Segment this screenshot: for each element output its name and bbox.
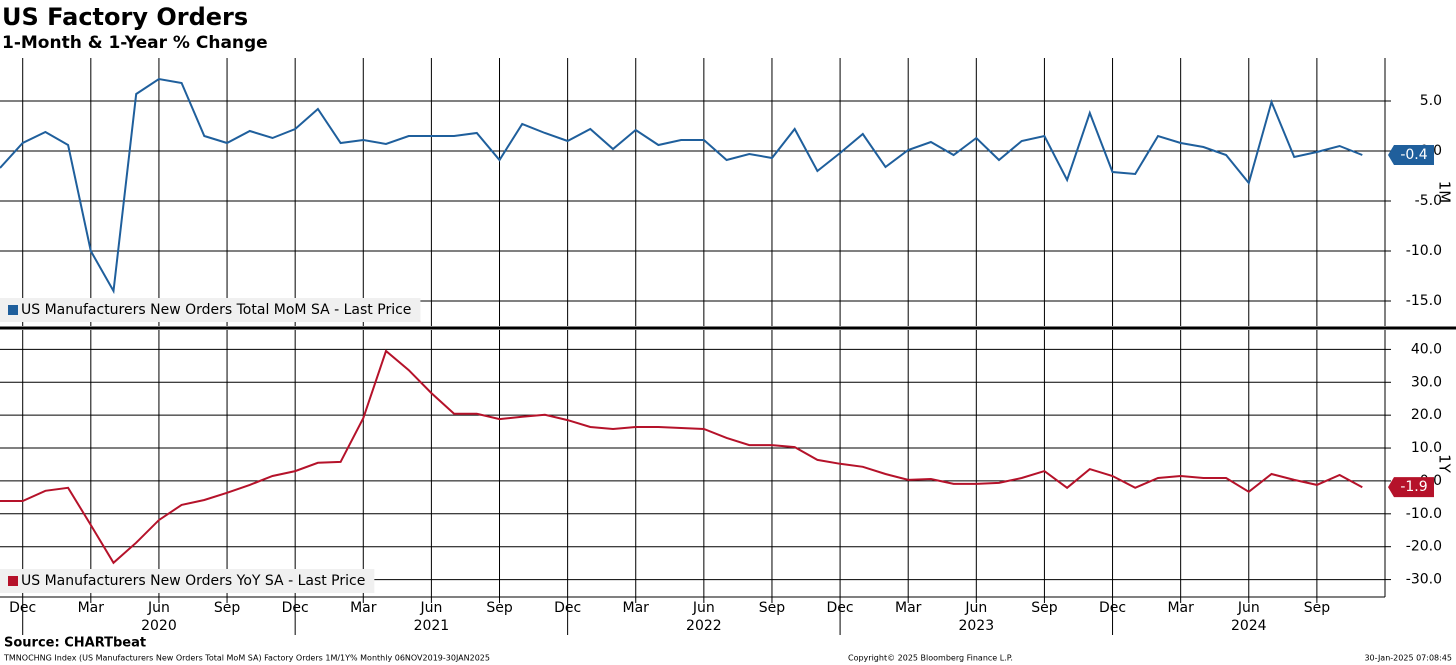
y-tick-label: -5.0 [1415, 193, 1442, 209]
last-value-box [1388, 145, 1434, 165]
legend-background [0, 569, 375, 593]
y-axis-label: 1Y [1436, 454, 1454, 474]
last-value-box [1388, 477, 1434, 498]
x-tick-label: Jun [692, 600, 715, 616]
y-tick-label: -30.0 [1406, 572, 1442, 588]
x-tick-label: Dec [282, 600, 309, 616]
x-tick-label: Jun [419, 600, 442, 616]
footer-left: TMNOCHNG Index (US Manufacturers New Ord… [3, 654, 490, 663]
x-tick-label: Sep [486, 600, 513, 616]
y-tick-label: -15.0 [1406, 293, 1442, 309]
legend-label: US Manufacturers New Orders YoY SA - Las… [21, 573, 365, 589]
legend-label: US Manufacturers New Orders Total MoM SA… [21, 302, 411, 318]
x-tick-label: Sep [759, 600, 786, 616]
x-year-label: 2022 [686, 618, 722, 634]
source: Source: CHARTbeat [4, 636, 146, 651]
footer-mid: Copyright© 2025 Bloomberg Finance L.P. [848, 654, 1013, 663]
y-tick-label: -10.0 [1406, 506, 1442, 522]
x-year-label: 2024 [1231, 618, 1267, 634]
x-tick-label: Mar [1167, 600, 1194, 616]
legend: US Manufacturers New Orders YoY SA - Las… [0, 569, 375, 593]
x-tick-label: Mar [623, 600, 650, 616]
chart-title: US Factory Orders [2, 3, 248, 31]
series-line [0, 349, 1363, 565]
y-tick-label: 5.0 [1420, 93, 1442, 109]
chart-subtitle: 1-Month & 1-Year % Change [2, 33, 268, 53]
x-tick-label: Dec [827, 600, 854, 616]
legend: US Manufacturers New Orders Total MoM SA… [0, 298, 421, 322]
x-tick-label: Jun [964, 600, 987, 616]
x-year-label: 2020 [141, 618, 177, 634]
x-tick-label: Sep [214, 600, 241, 616]
last-value-label: -1.9 [1400, 479, 1427, 495]
x-tick-label: Jun [147, 600, 170, 616]
y-tick-label: -10.0 [1406, 243, 1442, 259]
x-tick-label: Mar [78, 600, 105, 616]
x-tick-label: Mar [350, 600, 377, 616]
x-tick-label: Sep [1031, 600, 1058, 616]
x-tick-label: Dec [9, 600, 36, 616]
x-tick-label: Dec [554, 600, 581, 616]
y-tick-label: 30.0 [1411, 374, 1442, 390]
x-tick-label: Jun [1237, 600, 1260, 616]
y-axis-label: 1M [1436, 181, 1454, 204]
x-year-label: 2023 [958, 618, 994, 634]
y-tick-label: 20.0 [1411, 407, 1442, 423]
footer-right: 30-Jan-2025 07:08:45 [1364, 654, 1452, 663]
y-tick-label: 40.0 [1411, 341, 1442, 357]
legend-swatch [8, 576, 18, 586]
x-year-label: 2021 [414, 618, 450, 634]
x-tick-label: Mar [895, 600, 922, 616]
x-tick-label: Dec [1099, 600, 1126, 616]
last-value-label: -0.4 [1400, 147, 1427, 163]
legend-swatch [8, 305, 18, 315]
y-tick-label: -20.0 [1406, 539, 1442, 555]
legend-background [0, 298, 421, 322]
y-tick-label: 10.0 [1411, 440, 1442, 456]
x-tick-label: Sep [1304, 600, 1331, 616]
series-line [0, 77, 1363, 295]
